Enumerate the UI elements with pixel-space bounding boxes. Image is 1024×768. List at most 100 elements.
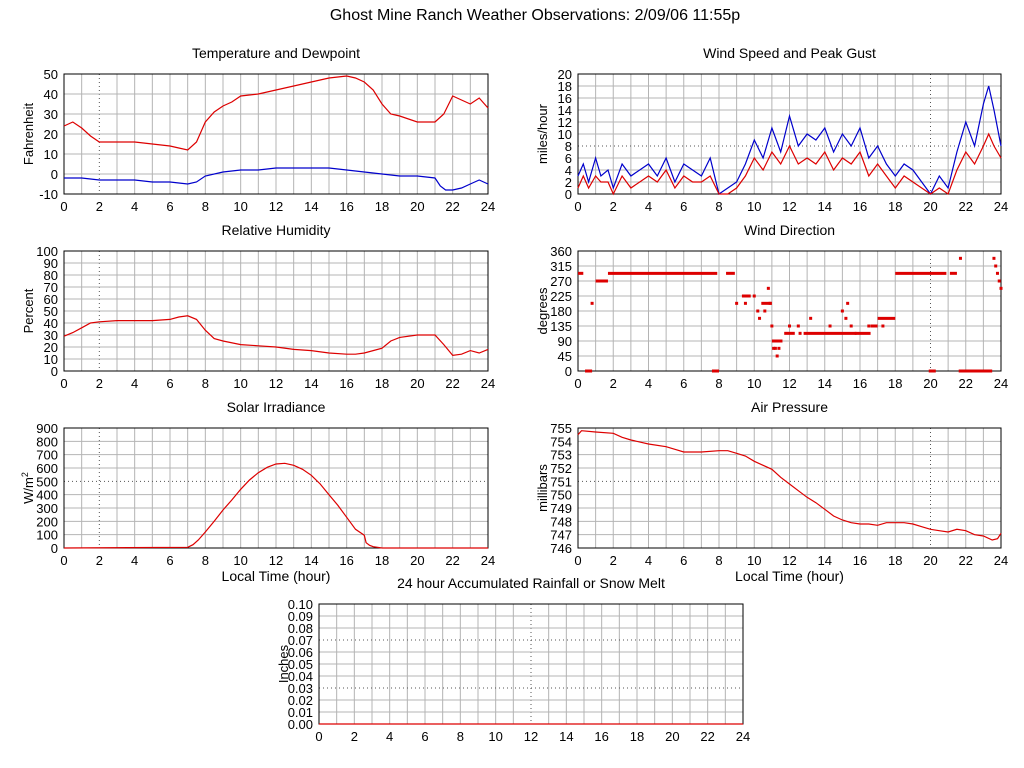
plot-frame [63,427,489,549]
x-tick-label: 8 [202,553,209,568]
direction-point [763,309,767,313]
x-tick-label: 4 [131,199,138,214]
x-tick-label: 10 [233,553,247,568]
x-tick-label: 16 [339,199,353,214]
y-axis-label: degrees [535,287,550,334]
x-tick-label: 12 [269,376,283,391]
x-tick-label: 4 [645,553,652,568]
y-tick-label: 752 [550,461,572,476]
x-tick-label: 8 [202,199,209,214]
x-tick-label: 2 [610,199,617,214]
x-tick-label: 10 [233,199,247,214]
y-tick-label: 500 [36,474,58,489]
direction-point [743,301,747,305]
direction-point [958,256,962,260]
y-axis-label: miles/hour [535,103,550,164]
x-tick-label: 18 [375,553,389,568]
y-tick-label: 14 [558,103,572,118]
x-axis-label: Local Time (hour) [735,568,844,584]
y-tick-label: 746 [550,541,572,556]
y-tick-label: 180 [550,304,572,319]
x-tick-label: 0 [574,553,581,568]
y-tick-label: 30 [44,107,58,122]
y-tick-label: 10 [44,147,58,162]
x-tick-label: 22 [445,553,459,568]
y-tick-label: 90 [558,334,572,349]
y-tick-label: 0 [565,187,572,202]
y-tick-label: 0.05 [288,657,313,672]
y-tick-label: 0 [565,364,572,379]
y-tick-label: -10 [39,187,58,202]
y-tick-label: 315 [550,259,572,274]
x-tick-label: 14 [304,376,318,391]
x-tick-label: 2 [610,376,617,391]
plot-frame [63,250,489,372]
x-tick-label: 24 [481,376,495,391]
plot-frame [577,73,1002,195]
x-tick-label: 20 [665,729,679,744]
y-axis-label: W/m2 [20,472,36,504]
y-axis-label: Percent [21,288,36,333]
x-tick-label: 8 [715,199,722,214]
x-tick-label: 6 [421,729,428,744]
y-tick-label: 747 [550,528,572,543]
x-tick-label: 20 [923,376,937,391]
direction-point [752,294,756,298]
x-tick-label: 12 [524,729,538,744]
x-tick-label: 22 [445,376,459,391]
x-tick-label: 6 [680,553,687,568]
direction-point [770,324,774,328]
x-tick-label: 10 [233,376,247,391]
direction-point [772,346,776,350]
x-tick-label: 20 [410,376,424,391]
x-tick-label: 18 [375,376,389,391]
direction-point [881,324,885,328]
y-tick-label: 800 [36,434,58,449]
y-axis-label: Fahrenheit [21,103,36,166]
plot-frame [577,427,1002,549]
x-tick-label: 24 [994,199,1008,214]
y-tick-label: 10 [44,352,58,367]
direction-point [798,331,802,335]
x-tick-label: 6 [680,199,687,214]
x-tick-label: 4 [645,199,652,214]
x-tick-label: 0 [60,376,67,391]
x-tick-label: 16 [853,553,867,568]
y-tick-label: 70 [44,280,58,295]
page-title: Ghost Mine Ranch Weather Observations: 2… [329,7,741,24]
direction-point [758,316,762,320]
x-tick-label: 8 [715,376,722,391]
y-tick-label: 50 [44,67,58,82]
x-tick-label: 4 [131,553,138,568]
x-tick-label: 0 [574,376,581,391]
y-tick-label: 753 [550,448,572,463]
direction-point [867,324,871,328]
x-tick-label: 12 [269,553,283,568]
direction-point [840,309,844,313]
series-line-1 [64,167,489,191]
direction-point [849,324,853,328]
direction-point [779,339,783,343]
y-tick-label: 60 [44,292,58,307]
x-tick-label: 8 [715,553,722,568]
x-tick-label: 10 [488,729,502,744]
direction-point [997,279,1001,283]
x-tick-label: 16 [339,553,353,568]
y-tick-label: 0 [51,364,58,379]
chart-title: Wind Direction [744,222,835,238]
direction-point [846,301,850,305]
x-tick-label: 22 [445,199,459,214]
y-tick-label: 360 [550,244,572,259]
y-tick-label: 270 [550,274,572,289]
x-tick-label: 20 [410,553,424,568]
x-tick-label: 2 [610,553,617,568]
y-tick-label: 2 [565,175,572,190]
x-tick-label: 16 [339,376,353,391]
series-line-0 [577,85,1002,196]
plot-frame [63,73,489,195]
